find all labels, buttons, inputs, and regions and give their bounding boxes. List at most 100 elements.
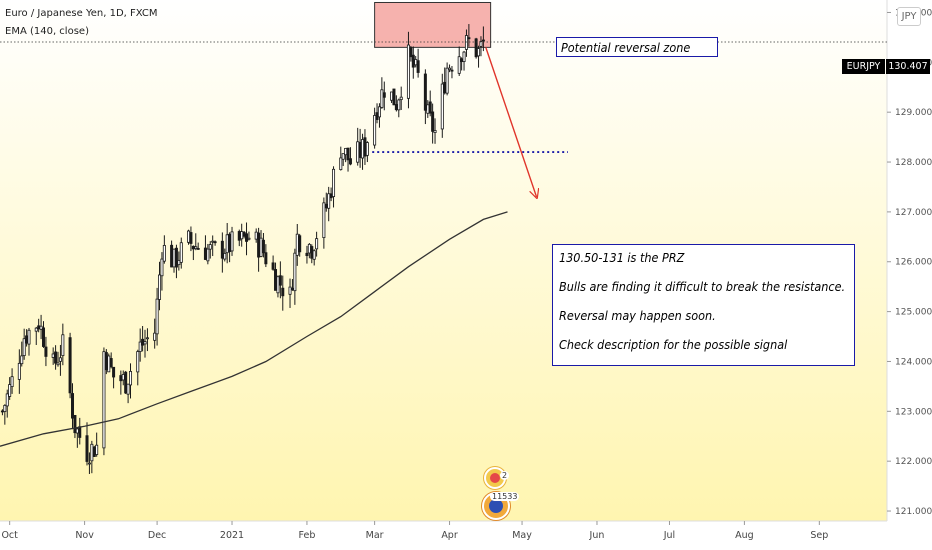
candle-body [3,404,7,412]
candle-body [361,139,365,159]
candle [479,36,483,57]
candle [365,141,369,163]
candle-body [274,269,278,291]
candle-body [208,244,212,250]
candle [129,363,133,399]
symbol-price-tag: EURJPY [842,59,885,74]
candle [261,232,265,258]
candle-body [310,246,314,259]
candle [58,344,62,376]
candle [187,229,191,245]
candle-body [264,252,268,265]
candle-body [145,337,149,340]
candle-body [295,233,299,256]
candle [206,243,210,265]
candle [431,103,435,144]
candle-body [20,355,24,365]
candle [42,321,46,348]
candle-body [346,147,350,161]
candle [380,77,384,109]
candle-body [322,202,326,239]
candle-body [290,287,294,291]
candle-body [341,153,345,160]
candle-body [237,231,241,241]
candle [143,329,147,358]
candle [126,383,130,404]
candle-body [56,362,60,366]
candle-body [155,298,159,335]
candle-body [109,358,113,368]
candle-body [457,56,461,74]
candle-body [423,73,427,111]
candle-body [102,351,106,449]
candle [44,336,48,367]
candle [397,98,401,118]
analysis-note[interactable]: 130.50-131 is the PRZ Bulls are finding … [552,244,855,366]
candle [95,432,99,457]
candle [373,107,377,149]
resistance-zone[interactable] [374,1,492,48]
candle [124,370,128,395]
candle-body [406,44,410,99]
note-line: Check description for the possible signa… [559,337,788,352]
candle-body [220,240,224,259]
ema-line[interactable] [0,211,508,447]
candle-body [160,258,164,277]
candle-body [440,83,444,130]
candle-body [213,241,217,244]
candle [194,233,198,251]
candle-body [467,37,471,40]
candle-body [194,246,198,250]
candle [247,231,251,241]
candle-body [428,101,432,114]
candle-body [107,355,111,373]
candle-body [37,325,41,330]
candle-body [312,250,316,260]
currency-badge[interactable]: JPY [897,7,921,26]
candlestick-series [0,24,485,474]
candle-body [68,337,72,394]
time-tick-label: Nov [75,530,94,541]
candle [34,326,38,346]
candle-body [462,51,466,62]
indicator-legend[interactable]: EMA (140, close) [5,26,89,37]
candle [208,241,212,259]
candle [392,88,396,106]
candle [245,222,249,256]
candle [179,237,183,269]
candle [20,341,24,367]
candle-body [445,67,449,94]
candle-body [95,444,99,455]
candle-body [481,39,485,42]
candle-body [126,383,130,395]
candle-body [315,238,319,250]
candle-body [288,286,292,295]
projection-arrow[interactable] [485,47,537,197]
price-tick-label: 128.000 [895,158,932,168]
candle [213,240,217,246]
candle-body [22,338,26,357]
candle-body [348,158,352,165]
candle [71,383,75,430]
candle [450,66,454,79]
candle [8,377,12,400]
candle [109,352,113,369]
candle [305,245,309,264]
candle-body [363,137,367,157]
candle-body [54,351,58,364]
candle [399,86,403,110]
zone-annotation[interactable]: Potential reversal zone [556,37,718,57]
candle [332,166,336,208]
time-tick-label: 2021 [220,530,244,541]
candle-body [8,384,12,397]
note-line: 130.50-131 is the PRZ [559,250,685,265]
candle-body [129,371,133,386]
candle-body [0,410,4,413]
candle-body [242,231,246,237]
candle [220,232,224,273]
candle-body [61,334,65,357]
candle [281,275,285,311]
candle [271,255,275,271]
candle-body [136,351,140,373]
candle [341,153,345,166]
